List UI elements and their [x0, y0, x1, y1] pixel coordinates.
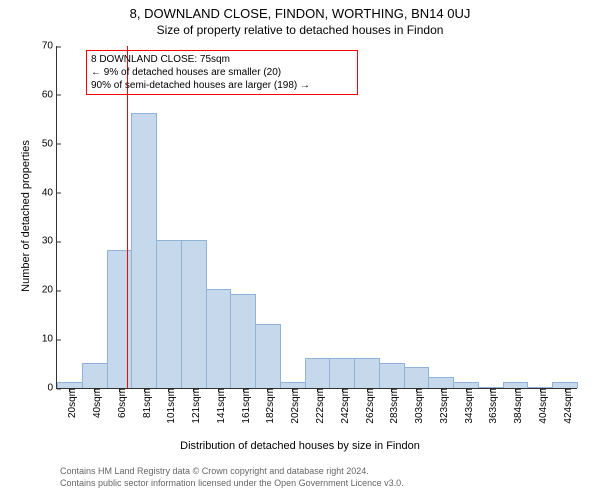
- y-tick-label: 60: [42, 89, 57, 100]
- histogram-bar: [206, 289, 232, 388]
- x-tick-label: 283sqm: [385, 388, 400, 424]
- x-tick-label: 222sqm: [311, 388, 326, 424]
- histogram-bar: [230, 294, 256, 388]
- credit-line-2: Contains public sector information licen…: [60, 478, 404, 490]
- y-tick-label: 20: [42, 285, 57, 296]
- x-axis-label: Distribution of detached houses by size …: [0, 440, 600, 452]
- x-tick-label: 121sqm: [187, 388, 202, 424]
- x-tick-label: 303sqm: [410, 388, 425, 424]
- histogram-bar: [107, 250, 133, 388]
- x-tick-label: 363sqm: [484, 388, 499, 424]
- histogram-bar: [156, 240, 182, 388]
- histogram-bar: [329, 358, 355, 388]
- y-tick-label: 10: [42, 334, 57, 345]
- y-axis-label: Number of detached properties: [20, 126, 32, 306]
- chart-container: 8, DOWNLAND CLOSE, FINDON, WORTHING, BN1…: [0, 0, 600, 500]
- x-tick-label: 40sqm: [88, 388, 103, 418]
- x-tick-label: 404sqm: [534, 388, 549, 424]
- credit-line-1: Contains HM Land Registry data © Crown c…: [60, 466, 404, 478]
- y-tick-label: 30: [42, 236, 57, 247]
- x-tick-label: 182sqm: [261, 388, 276, 424]
- histogram-bar: [255, 324, 281, 389]
- histogram-bar: [131, 113, 157, 388]
- chart-title-sub: Size of property relative to detached ho…: [0, 21, 600, 37]
- x-tick-label: 323sqm: [435, 388, 450, 424]
- annotation-line-3: 90% of semi-detached houses are larger (…: [91, 79, 353, 92]
- chart-title-main: 8, DOWNLAND CLOSE, FINDON, WORTHING, BN1…: [0, 0, 600, 21]
- histogram-bar: [354, 358, 380, 388]
- histogram-bar: [181, 240, 207, 388]
- y-tick-label: 50: [42, 138, 57, 149]
- histogram-bar: [82, 363, 108, 388]
- x-tick-label: 343sqm: [460, 388, 475, 424]
- histogram-bar: [428, 377, 454, 388]
- x-tick-label: 141sqm: [212, 388, 227, 424]
- annotation-box: 8 DOWNLAND CLOSE: 75sqm ← 9% of detached…: [86, 50, 358, 95]
- x-tick-label: 202sqm: [286, 388, 301, 424]
- x-tick-label: 424sqm: [559, 388, 574, 424]
- credit-text: Contains HM Land Registry data © Crown c…: [60, 466, 404, 489]
- x-tick-label: 101sqm: [162, 388, 177, 424]
- x-tick-label: 242sqm: [336, 388, 351, 424]
- x-tick-label: 60sqm: [113, 388, 128, 418]
- y-tick-label: 70: [42, 41, 57, 52]
- histogram-bar: [305, 358, 331, 388]
- y-tick-label: 40: [42, 187, 57, 198]
- annotation-line-1: 8 DOWNLAND CLOSE: 75sqm: [91, 53, 353, 66]
- x-tick-label: 262sqm: [361, 388, 376, 424]
- x-tick-label: 161sqm: [237, 388, 252, 424]
- plot-area: 01020304050607020sqm40sqm60sqm81sqm101sq…: [56, 46, 577, 389]
- annotation-line-2: ← 9% of detached houses are smaller (20): [91, 66, 353, 79]
- x-tick-label: 81sqm: [138, 388, 153, 418]
- reference-line: [127, 46, 128, 388]
- histogram-bar: [404, 367, 430, 388]
- x-tick-label: 20sqm: [63, 388, 78, 418]
- x-tick-label: 384sqm: [509, 388, 524, 424]
- y-tick-label: 0: [47, 383, 57, 394]
- histogram-bar: [379, 363, 405, 388]
